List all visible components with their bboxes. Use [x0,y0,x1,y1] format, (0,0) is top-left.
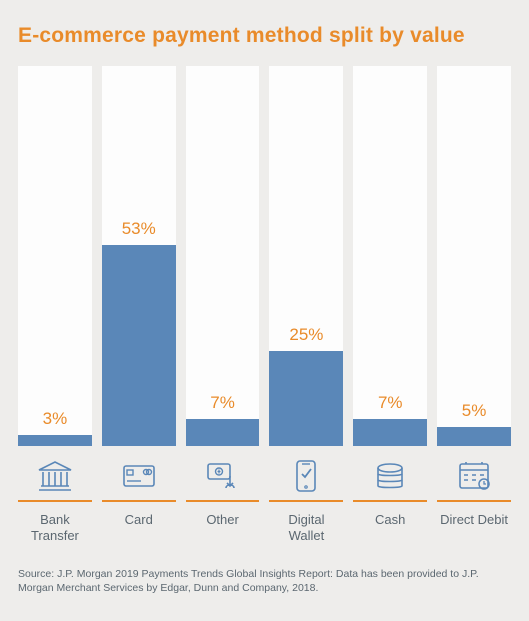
icon-cell [102,456,176,502]
bar-column: 5% [437,66,511,446]
bar-value-label: 3% [18,409,92,429]
category-labels-row: Bank Transfer Card Other Digital Wallet Cash… [18,512,511,545]
bar-fill [102,245,176,446]
icon-cell [269,456,343,502]
icon-cell [18,456,92,502]
bar-value-label: 7% [186,393,260,413]
bar-chart: 3% 53% 7% 25% 7% 5% [18,66,511,446]
wallet-icon [286,456,326,496]
icon-cell [353,456,427,502]
category-label: Bank Transfer [18,512,92,545]
bar-column: 53% [102,66,176,446]
category-label: Other [186,512,260,545]
bank-icon [35,456,75,496]
source-text: Source: J.P. Morgan 2019 Payments Trends… [18,567,511,596]
bar-fill [437,427,511,446]
icon-cell [437,456,511,502]
bar-track: 3% [18,66,92,446]
icons-row [18,456,511,502]
debit-icon [454,456,494,496]
bar-fill [18,435,92,446]
cash-icon [370,456,410,496]
category-label: Cash [353,512,427,545]
card-icon [119,456,159,496]
bar-track: 7% [353,66,427,446]
bar-column: 7% [186,66,260,446]
icon-cell [186,456,260,502]
category-label: Direct Debit [437,512,511,545]
bar-fill [269,351,343,446]
bar-value-label: 53% [102,219,176,239]
bar-value-label: 7% [353,393,427,413]
bar-column: 25% [269,66,343,446]
chart-title: E-commerce payment method split by value [18,24,511,48]
other-icon [203,456,243,496]
category-label: Digital Wallet [269,512,343,545]
bar-column: 3% [18,66,92,446]
category-label: Card [102,512,176,545]
bar-value-label: 5% [437,401,511,421]
bar-value-label: 25% [269,325,343,345]
bar-fill [353,419,427,446]
bar-track: 25% [269,66,343,446]
bar-track: 5% [437,66,511,446]
bar-track: 7% [186,66,260,446]
bar-track: 53% [102,66,176,446]
bar-fill [186,419,260,446]
bar-column: 7% [353,66,427,446]
